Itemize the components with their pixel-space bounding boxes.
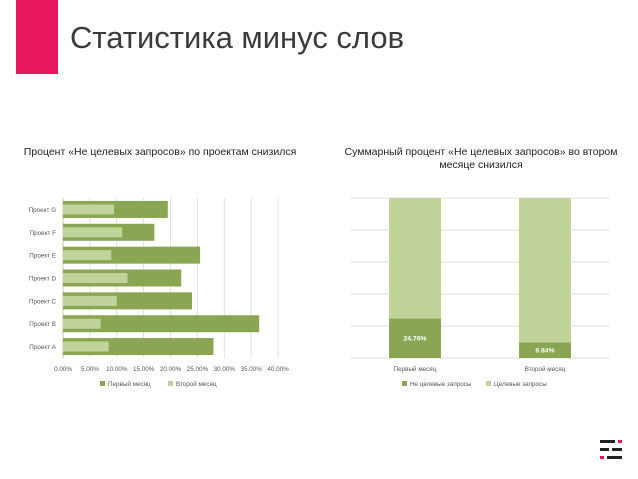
y-category-label: Проект E: [29, 253, 56, 260]
y-category-label: Проект G: [29, 207, 56, 214]
bar-target: [389, 198, 441, 319]
x-tick-label: 15.00%: [133, 366, 155, 373]
legend-swatch-non-target: [402, 381, 407, 386]
x-tick-label: 25.00%: [187, 366, 209, 373]
bar-second-month: [63, 227, 123, 238]
x-tick-label: 35.00%: [240, 366, 262, 373]
legend-label-non-target: Не целевые запросы: [410, 381, 472, 388]
x-category-label: Второй месяц: [525, 365, 566, 373]
y-category-label: Проект B: [29, 321, 56, 328]
bar-target: [519, 198, 571, 343]
summary-stacked-chart: 24.76% Первый месяц 9.84% Второй месяц Не це…: [350, 197, 610, 388]
bar-second-month: [63, 250, 112, 261]
bar-second-month: [63, 273, 128, 283]
y-category-label: Проект C: [29, 298, 56, 305]
legend-swatch-second: [168, 381, 173, 386]
bar-non-target: [389, 318, 441, 358]
legend-swatch-first: [100, 381, 105, 386]
bar-first-month: [63, 315, 260, 333]
slide-title: Статистика минус слов: [70, 20, 405, 55]
left-chart-title: Процент «Не целевых запросов» по проекта…: [23, 146, 297, 158]
x-tick-label: 20.00%: [160, 366, 182, 373]
accent-bar: [16, 0, 58, 74]
x-category-label: Первый месяц: [394, 365, 437, 373]
right-chart-title: Суммарный процент «Не целевых запросов» …: [344, 146, 618, 171]
x-tick-label: 5.00%: [81, 366, 99, 373]
legend-label-first: Первый месяц: [108, 380, 151, 388]
y-category-label: Проект D: [29, 276, 56, 283]
x-tick-label: 40.00%: [267, 366, 289, 373]
data-label: 9.84%: [535, 348, 554, 355]
x-tick-label: 10.00%: [106, 366, 128, 373]
bar-second-month: [63, 341, 109, 352]
bar-second-month: [63, 204, 115, 215]
bar-second-month: [63, 295, 117, 306]
bar-non-target: [519, 342, 571, 358]
data-label: 24.76%: [403, 336, 426, 343]
x-tick-label: 30.00%: [214, 366, 236, 373]
legend-label-second: Второй месяц: [176, 380, 217, 388]
brand-logo-icon: [600, 440, 622, 459]
legend-label-target: Целевые запросы: [494, 381, 547, 388]
bar-second-month: [63, 318, 101, 329]
x-tick-label: 0.00%: [54, 366, 72, 373]
y-category-label: Проект A: [29, 344, 56, 351]
legend-swatch-target: [486, 381, 491, 386]
y-category-label: Проект F: [30, 230, 56, 237]
projects-bar-chart: 0.00% 5.00% 10.00% 15.00% 20.00% 25.00% 30.00%…: [29, 198, 289, 388]
